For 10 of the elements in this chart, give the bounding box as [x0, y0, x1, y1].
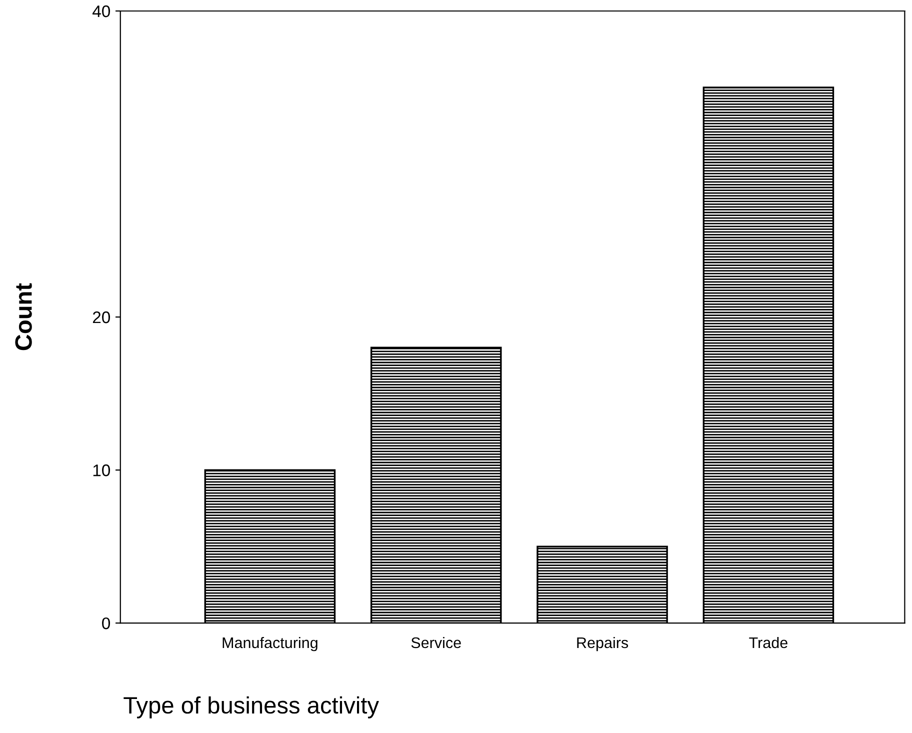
x-tick-label: Repairs [577, 636, 628, 652]
y-tick-label: 40 [92, 5, 110, 18]
x-tick-label: Trade [749, 636, 788, 648]
x-axis-title: Type of business activity [124, 696, 379, 718]
y-tick-label: 0 [102, 617, 110, 630]
x-tick-label: Service [411, 636, 461, 648]
y-tick-label: 20 [92, 311, 110, 324]
x-tick-label: Manufacturing [222, 636, 318, 652]
y-axis-title: Count [15, 283, 32, 350]
y-tick-label: 10 [93, 464, 110, 476]
